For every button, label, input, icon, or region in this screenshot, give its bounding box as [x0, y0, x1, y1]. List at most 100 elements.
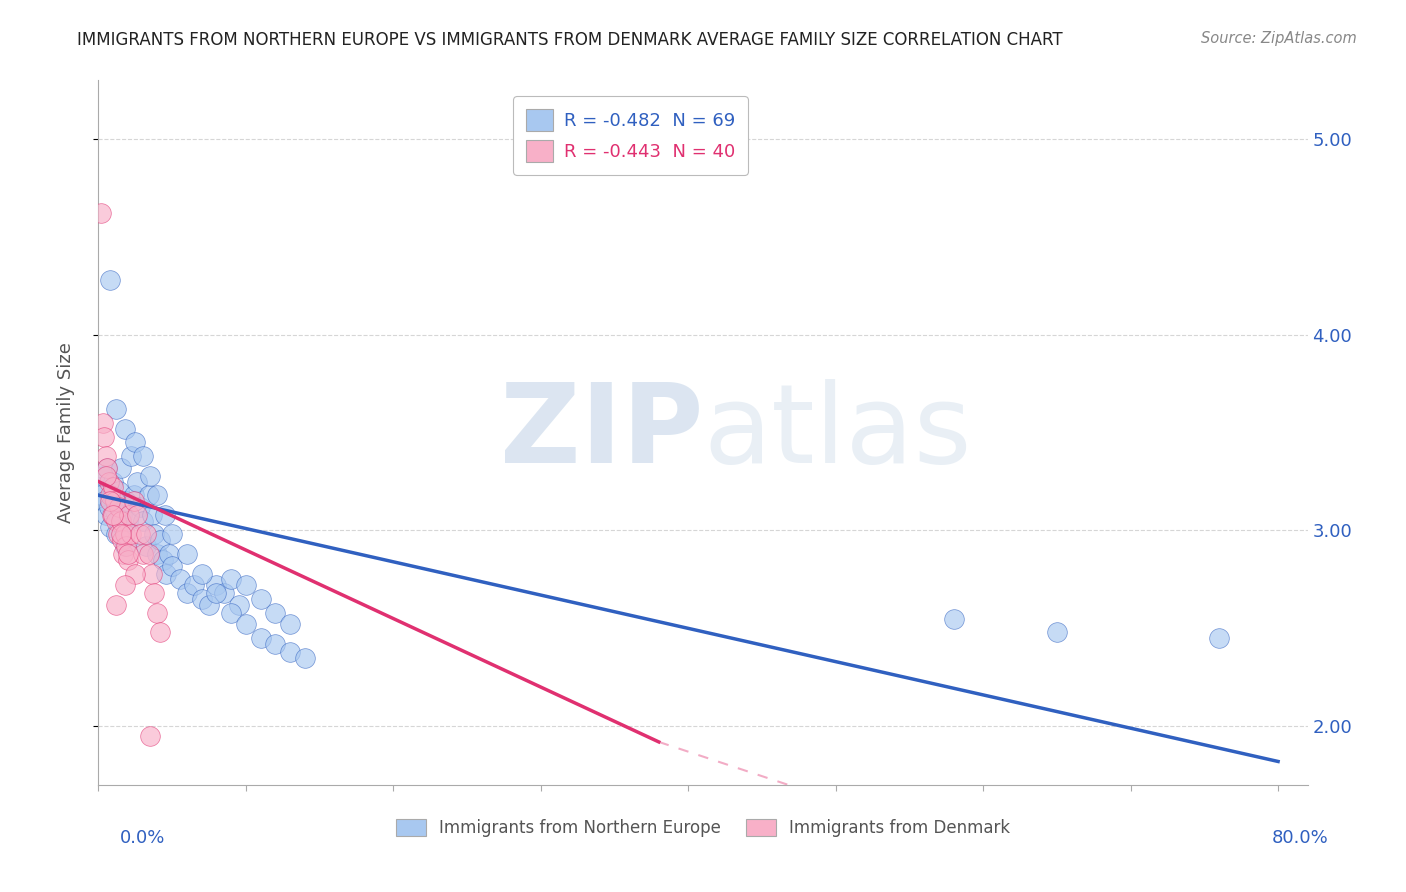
- Point: [219, 573, 242, 587]
- Point: [294, 650, 316, 665]
- Point: [141, 566, 163, 581]
- Point: [115, 494, 138, 508]
- Point: [111, 508, 134, 522]
- Point: [96, 461, 118, 475]
- Point: [169, 573, 191, 587]
- Point: [97, 500, 120, 514]
- Point: [176, 547, 198, 561]
- Point: [124, 435, 146, 450]
- Point: [117, 547, 139, 561]
- Point: [176, 586, 198, 600]
- Point: [264, 606, 287, 620]
- Y-axis label: Average Family Size: Average Family Size: [56, 343, 75, 523]
- Point: [205, 578, 228, 592]
- Point: [122, 494, 145, 508]
- Point: [105, 402, 128, 417]
- Point: [98, 273, 121, 287]
- Point: [97, 475, 120, 489]
- Point: [153, 508, 176, 522]
- Point: [114, 539, 136, 553]
- Point: [205, 586, 228, 600]
- Point: [93, 429, 115, 443]
- Point: [94, 508, 117, 522]
- Point: [101, 480, 124, 494]
- Point: [155, 566, 177, 581]
- Text: ZIP: ZIP: [499, 379, 703, 486]
- Point: [100, 488, 122, 502]
- Point: [139, 468, 162, 483]
- Point: [152, 553, 174, 567]
- Point: [101, 508, 124, 522]
- Point: [131, 514, 153, 528]
- Point: [249, 631, 271, 645]
- Point: [105, 598, 128, 612]
- Text: Source: ZipAtlas.com: Source: ZipAtlas.com: [1201, 31, 1357, 46]
- Point: [104, 494, 127, 508]
- Point: [120, 527, 142, 541]
- Point: [138, 488, 160, 502]
- Point: [91, 416, 114, 430]
- Point: [112, 519, 135, 533]
- Point: [160, 558, 183, 573]
- Text: atlas: atlas: [703, 379, 972, 486]
- Point: [122, 488, 145, 502]
- Point: [124, 566, 146, 581]
- Point: [118, 508, 141, 522]
- Point: [149, 533, 172, 548]
- Point: [91, 468, 114, 483]
- Point: [146, 488, 169, 502]
- Point: [128, 500, 150, 514]
- Point: [108, 484, 131, 499]
- Point: [278, 645, 301, 659]
- Point: [114, 527, 136, 541]
- Point: [108, 500, 131, 514]
- Point: [135, 539, 157, 553]
- Point: [117, 514, 139, 528]
- Point: [115, 539, 138, 553]
- Point: [149, 625, 172, 640]
- Point: [89, 480, 111, 494]
- Point: [125, 508, 148, 522]
- Point: [157, 547, 180, 561]
- Point: [114, 422, 136, 436]
- Point: [183, 578, 205, 592]
- Point: [128, 527, 150, 541]
- Point: [90, 206, 112, 220]
- Point: [107, 527, 129, 541]
- Point: [160, 527, 183, 541]
- Point: [141, 508, 163, 522]
- Point: [264, 637, 287, 651]
- Point: [98, 494, 121, 508]
- Point: [138, 547, 160, 561]
- Point: [278, 617, 301, 632]
- Point: [143, 586, 166, 600]
- Point: [1046, 625, 1069, 640]
- Point: [107, 514, 129, 528]
- Point: [125, 475, 148, 489]
- Point: [228, 598, 250, 612]
- Text: 0.0%: 0.0%: [120, 829, 165, 847]
- Point: [146, 606, 169, 620]
- Point: [235, 578, 257, 592]
- Point: [942, 611, 965, 625]
- Point: [190, 592, 212, 607]
- Point: [98, 488, 121, 502]
- Point: [114, 578, 136, 592]
- Point: [120, 449, 142, 463]
- Point: [235, 617, 257, 632]
- Point: [104, 504, 127, 518]
- Point: [190, 566, 212, 581]
- Point: [90, 488, 112, 502]
- Point: [110, 461, 132, 475]
- Point: [94, 468, 117, 483]
- Point: [101, 475, 124, 489]
- Point: [219, 606, 242, 620]
- Text: IMMIGRANTS FROM NORTHERN EUROPE VS IMMIGRANTS FROM DENMARK AVERAGE FAMILY SIZE C: IMMIGRANTS FROM NORTHERN EUROPE VS IMMIG…: [77, 31, 1063, 49]
- Point: [117, 553, 139, 567]
- Point: [105, 514, 128, 528]
- Point: [98, 519, 121, 533]
- Point: [105, 527, 128, 541]
- Point: [110, 514, 132, 528]
- Point: [139, 729, 162, 743]
- Point: [112, 547, 135, 561]
